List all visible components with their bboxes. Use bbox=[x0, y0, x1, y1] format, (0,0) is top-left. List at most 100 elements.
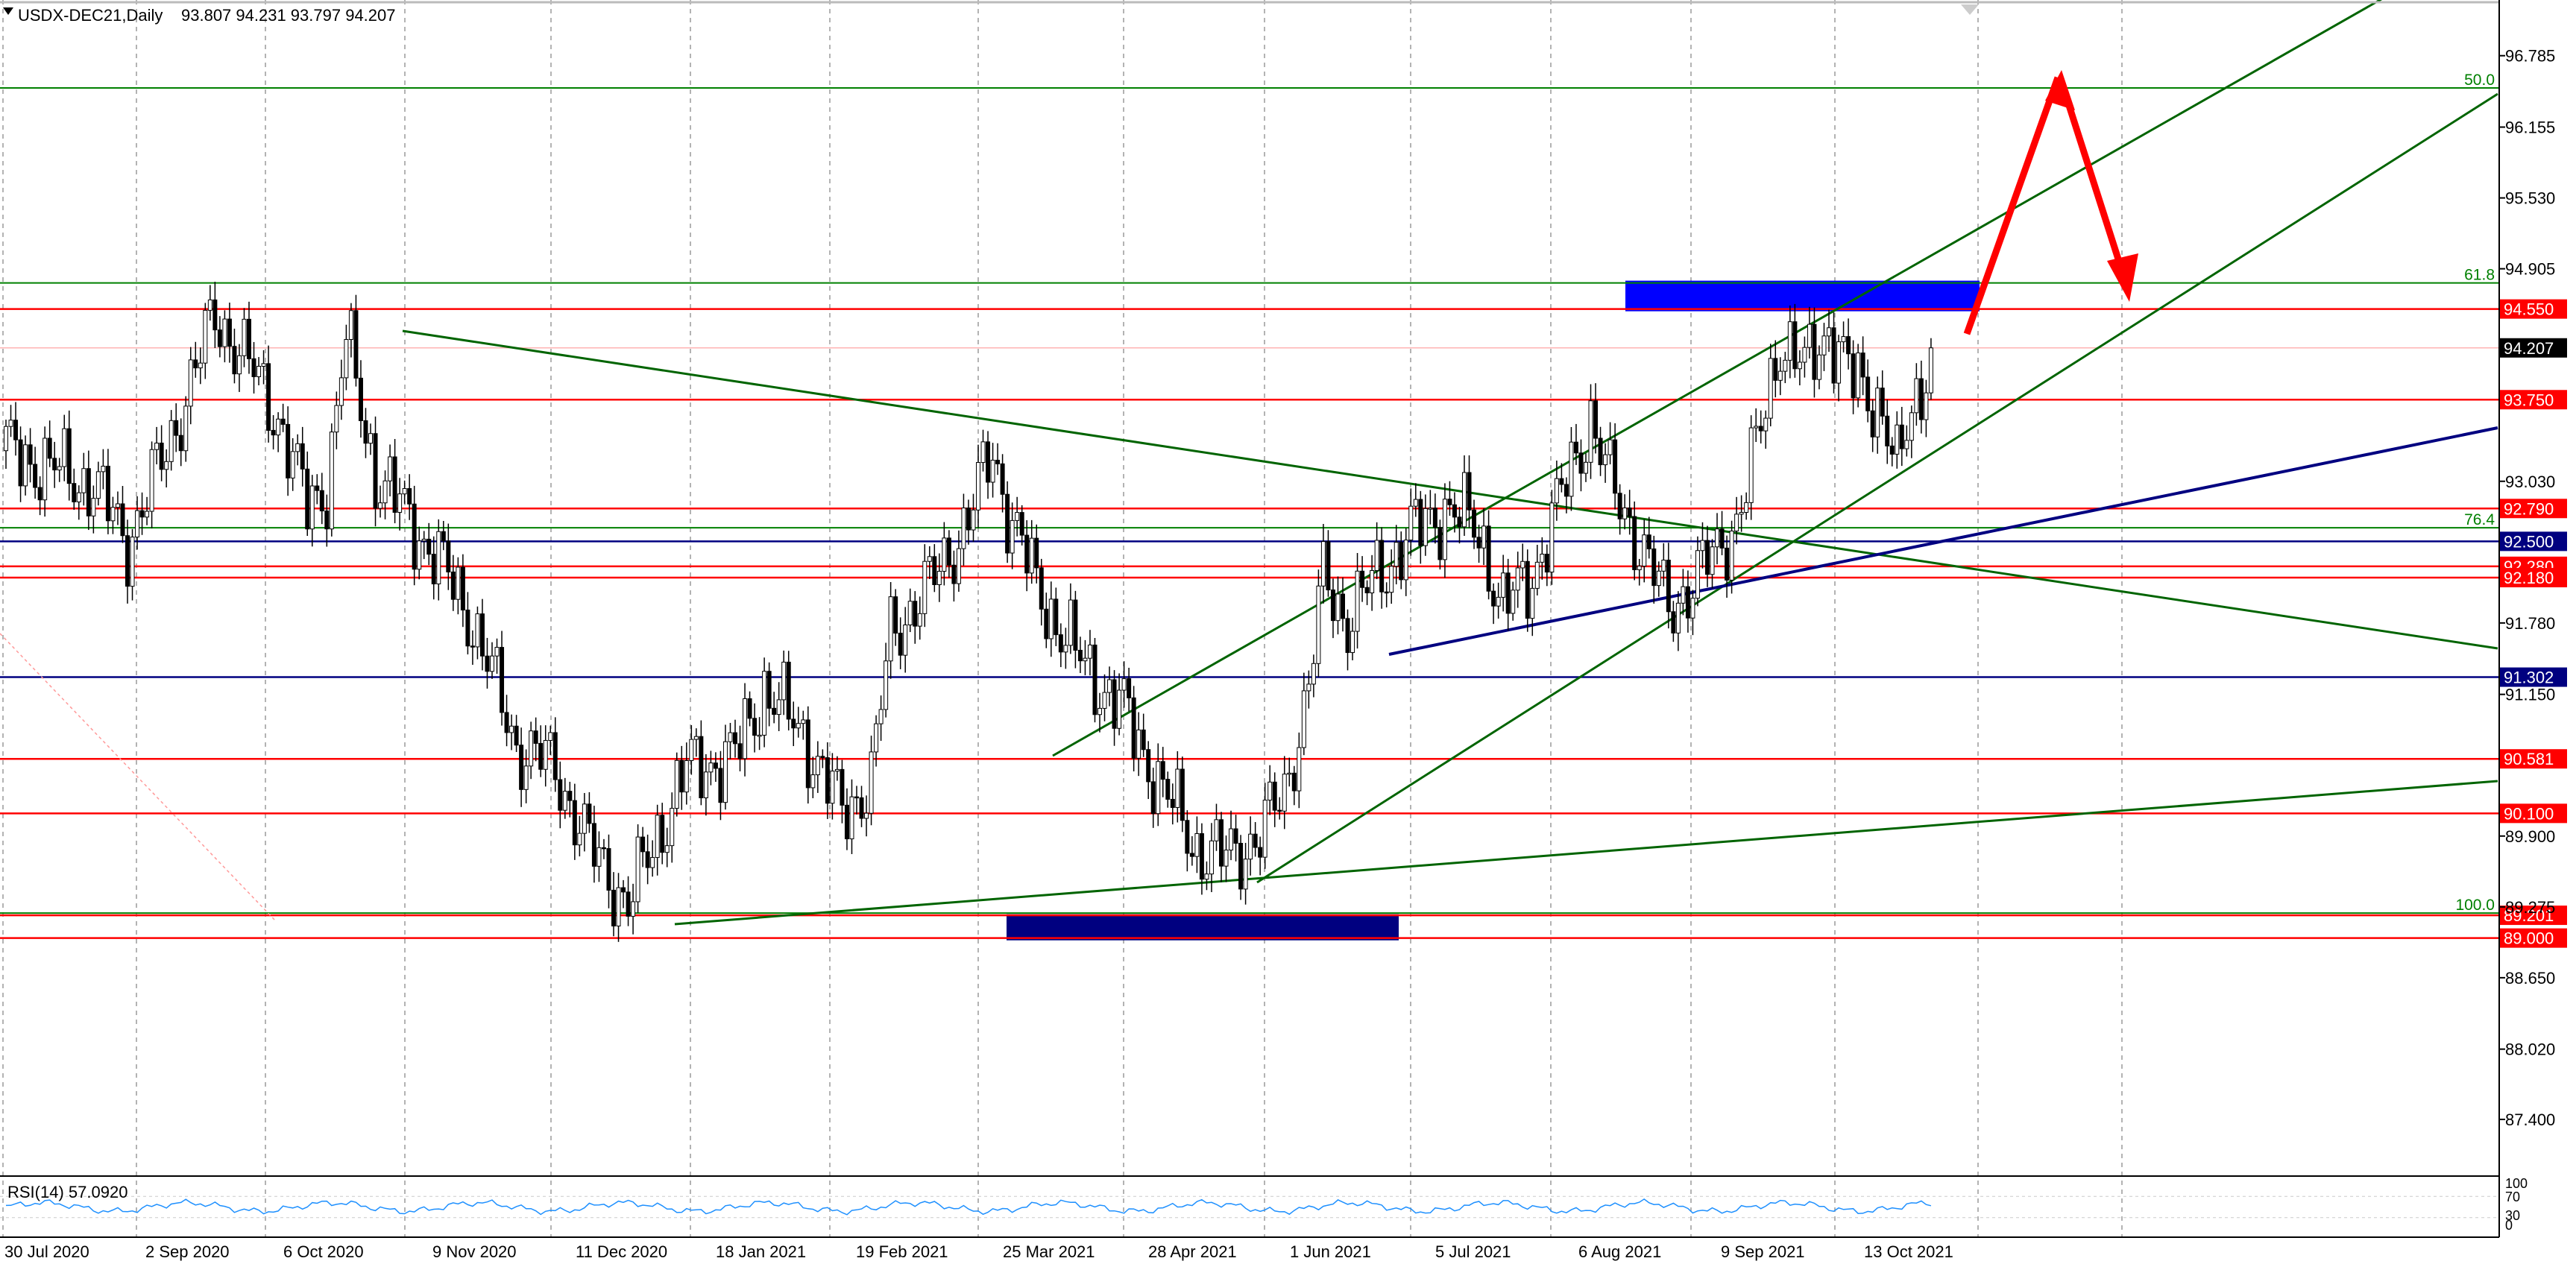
candle-body bbox=[1875, 388, 1880, 437]
price-tick-label: 94.905 bbox=[2505, 260, 2555, 279]
candle-body bbox=[1763, 417, 1769, 432]
candle-body bbox=[762, 671, 767, 736]
ohlc-readout: 93.807 94.231 93.797 94.207 bbox=[181, 6, 396, 25]
candle-body bbox=[1904, 440, 1909, 449]
candle-body bbox=[203, 309, 208, 364]
candle-body bbox=[1918, 378, 1924, 420]
candle-body bbox=[1613, 439, 1618, 494]
candle-body bbox=[1617, 493, 1622, 519]
candle-body bbox=[1136, 729, 1141, 759]
candle-body bbox=[1229, 828, 1234, 851]
candle-body bbox=[1248, 833, 1253, 860]
candle-body bbox=[543, 739, 548, 770]
price-tick-label: 96.785 bbox=[2505, 47, 2555, 66]
price-tag-label: 93.750 bbox=[2504, 391, 2554, 409]
candle-body bbox=[1744, 502, 1749, 514]
candle-body bbox=[256, 365, 262, 377]
date-label: 1 Jun 2021 bbox=[1290, 1242, 1371, 1261]
collapse-triangle-icon[interactable] bbox=[3, 7, 13, 15]
candle-body bbox=[261, 363, 266, 367]
candle-body bbox=[1262, 800, 1267, 858]
candle-body bbox=[1403, 540, 1408, 581]
projection-arrows bbox=[1963, 70, 2138, 335]
price-tag bbox=[2500, 299, 2567, 319]
candle-body bbox=[796, 723, 801, 729]
candle-body bbox=[1243, 859, 1248, 890]
candle-body bbox=[426, 538, 432, 555]
candle-body bbox=[815, 756, 820, 776]
candle-body bbox=[1540, 554, 1545, 563]
candle-body bbox=[747, 698, 752, 719]
candle-body bbox=[533, 730, 538, 744]
candle-body bbox=[1797, 361, 1802, 370]
candle-body bbox=[801, 719, 806, 724]
price-tag-label: 92.180 bbox=[2504, 569, 2554, 587]
candle-body bbox=[743, 698, 748, 759]
candle-body bbox=[1520, 560, 1525, 569]
candle-body bbox=[1267, 781, 1273, 801]
candles bbox=[4, 282, 1933, 942]
symbol-title: USDX-DEC21,Daily bbox=[18, 6, 163, 25]
candle-body bbox=[1170, 798, 1175, 808]
candle-body bbox=[382, 480, 388, 504]
candle-body bbox=[169, 420, 174, 462]
candle-body bbox=[1681, 586, 1686, 604]
chart-header: USDX-DEC21,Daily 93.807 94.231 93.797 94… bbox=[3, 6, 396, 25]
date-label: 19 Feb 2021 bbox=[856, 1242, 948, 1261]
candle-body bbox=[913, 601, 918, 627]
candle-body bbox=[1777, 370, 1783, 381]
candle-body bbox=[1311, 663, 1316, 685]
price-tick-label: 96.155 bbox=[2505, 119, 2555, 137]
candle-body bbox=[1584, 461, 1588, 474]
candle-body bbox=[718, 768, 723, 803]
date-label: 9 Nov 2020 bbox=[432, 1242, 517, 1261]
candle-body bbox=[1335, 593, 1341, 622]
candle-body bbox=[1019, 512, 1024, 536]
candle-body bbox=[1710, 546, 1715, 575]
candle-body bbox=[660, 815, 665, 853]
candle-body bbox=[120, 503, 125, 537]
candle-body bbox=[276, 418, 281, 436]
candle-body bbox=[922, 560, 928, 614]
candle-body bbox=[1860, 353, 1865, 378]
candle-body bbox=[470, 645, 475, 648]
candle-body bbox=[757, 734, 762, 737]
candle-body bbox=[1087, 644, 1092, 659]
candle-body bbox=[1447, 499, 1452, 505]
candle-body bbox=[1077, 649, 1083, 662]
date-label: 11 Dec 2020 bbox=[576, 1242, 667, 1261]
candle-body bbox=[207, 299, 212, 311]
price-tick-label: 91.780 bbox=[2505, 614, 2555, 633]
candle-body bbox=[57, 466, 62, 471]
candle-body bbox=[450, 571, 456, 600]
candle-body bbox=[1141, 729, 1146, 751]
candle-body bbox=[1885, 415, 1890, 446]
candle-body bbox=[23, 444, 28, 487]
candle-body bbox=[1452, 504, 1457, 518]
candle-body bbox=[1783, 359, 1788, 372]
candle-body bbox=[635, 836, 640, 903]
price-tag bbox=[2500, 531, 2567, 552]
date-label: 28 Apr 2021 bbox=[1148, 1242, 1237, 1261]
candle-body bbox=[752, 718, 758, 736]
candle-body bbox=[869, 751, 874, 814]
candle-body bbox=[834, 768, 840, 772]
candle-body bbox=[149, 449, 154, 512]
candle-body bbox=[693, 736, 699, 740]
candle-body bbox=[1588, 400, 1593, 463]
candle-body bbox=[1428, 508, 1433, 510]
candle-body bbox=[52, 458, 57, 471]
candle-body bbox=[655, 815, 660, 859]
candle-body bbox=[145, 511, 150, 518]
price-tick-label: 95.530 bbox=[2505, 189, 2555, 208]
candle-body bbox=[519, 745, 524, 790]
candle-body bbox=[86, 468, 91, 516]
candle-body bbox=[1719, 528, 1725, 549]
candle-body bbox=[460, 566, 465, 611]
candle-body bbox=[1282, 774, 1287, 812]
candle-body bbox=[1214, 819, 1219, 841]
candle-body bbox=[1345, 618, 1350, 654]
candle-body bbox=[37, 487, 42, 501]
